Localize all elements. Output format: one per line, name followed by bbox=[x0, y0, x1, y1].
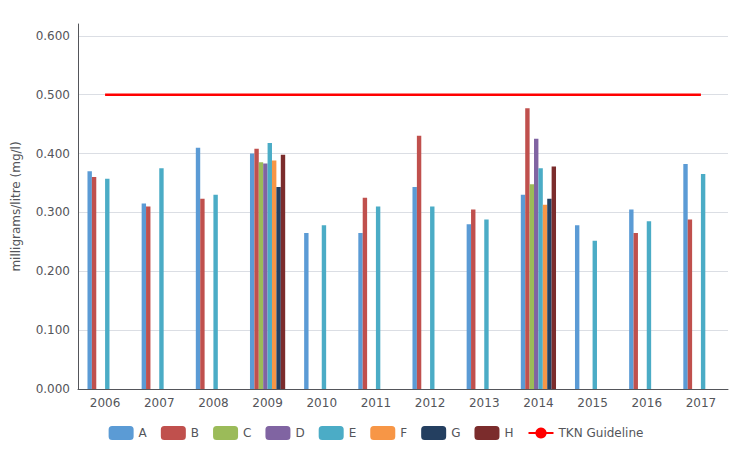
svg-text:2010: 2010 bbox=[306, 396, 337, 410]
svg-text:2015: 2015 bbox=[577, 396, 608, 410]
svg-text:2011: 2011 bbox=[361, 396, 392, 410]
svg-text:2009: 2009 bbox=[252, 396, 283, 410]
svg-text:A: A bbox=[139, 426, 148, 440]
svg-text:G: G bbox=[451, 426, 460, 440]
svg-text:E: E bbox=[349, 426, 357, 440]
svg-text:2007: 2007 bbox=[144, 396, 175, 410]
svg-text:0.400: 0.400 bbox=[36, 147, 70, 161]
svg-text:0.600: 0.600 bbox=[36, 29, 70, 43]
svg-text:TKN Guideline: TKN Guideline bbox=[557, 426, 643, 440]
svg-text:0.000: 0.000 bbox=[36, 382, 70, 396]
svg-text:0.300: 0.300 bbox=[36, 205, 70, 219]
svg-text:D: D bbox=[295, 426, 304, 440]
svg-text:0.100: 0.100 bbox=[36, 323, 70, 337]
svg-text:2006: 2006 bbox=[90, 396, 121, 410]
svg-text:H: H bbox=[504, 426, 513, 440]
svg-text:2017: 2017 bbox=[686, 396, 717, 410]
svg-text:2008: 2008 bbox=[198, 396, 229, 410]
svg-text:0.200: 0.200 bbox=[36, 264, 70, 278]
svg-text:milligrams/litre (mg/l): milligrams/litre (mg/l) bbox=[9, 141, 23, 271]
svg-text:C: C bbox=[243, 426, 251, 440]
svg-text:B: B bbox=[191, 426, 199, 440]
svg-text:2016: 2016 bbox=[631, 396, 662, 410]
svg-text:0.500: 0.500 bbox=[36, 88, 70, 102]
svg-text:2014: 2014 bbox=[523, 396, 554, 410]
svg-text:F: F bbox=[400, 426, 407, 440]
svg-text:2013: 2013 bbox=[469, 396, 500, 410]
svg-text:2012: 2012 bbox=[415, 396, 446, 410]
